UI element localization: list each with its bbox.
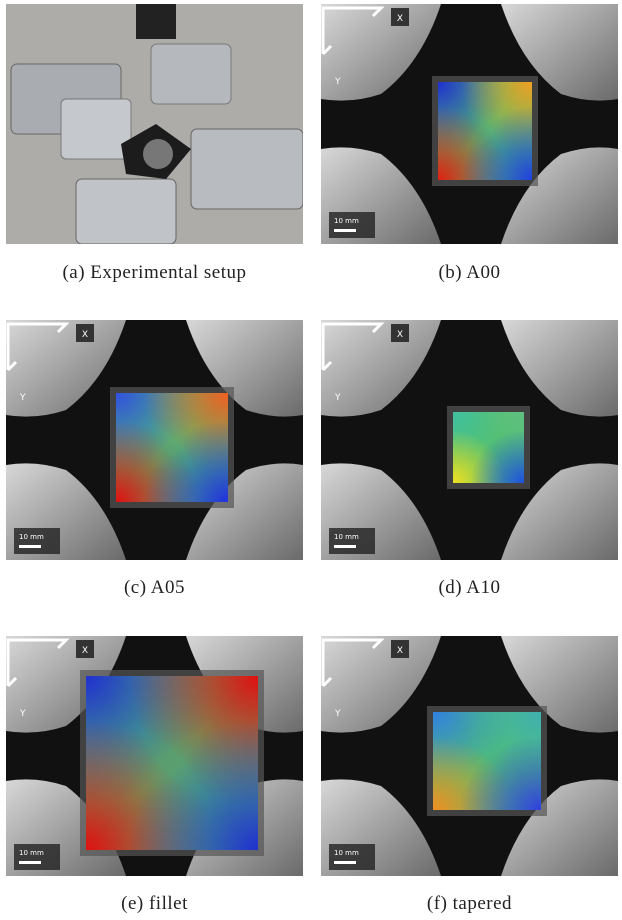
scale-box	[329, 212, 375, 238]
scale-box	[329, 528, 375, 554]
y-label: Y	[334, 393, 341, 403]
scale-bar	[334, 545, 356, 548]
panel-image: X Y 10 mm	[321, 636, 618, 876]
scale-box	[329, 844, 375, 870]
scale-label: 10 mm	[19, 533, 44, 541]
caption: (a) Experimental setup	[6, 262, 303, 284]
scale-bar	[334, 861, 356, 864]
panel-image: X Y 10 mm	[321, 320, 618, 560]
caption: (f) tapered	[321, 893, 618, 915]
image: X Y 10 mm	[321, 320, 618, 560]
y-label: Y	[19, 709, 26, 719]
x-label: X	[82, 646, 88, 656]
figure-page: (a) Experimental setup X Y 10 mm (b) A00	[0, 0, 622, 920]
strain-field-layer	[438, 82, 532, 180]
block	[76, 179, 176, 244]
block	[61, 99, 131, 159]
scale-label: 10 mm	[334, 849, 359, 857]
x-label: X	[397, 646, 403, 656]
image: X Y 10 mm	[321, 4, 618, 244]
y-label: Y	[19, 393, 26, 403]
caption: (e) fillet	[6, 893, 303, 915]
scale-label: 10 mm	[334, 533, 359, 541]
caption: (d) A10	[321, 577, 618, 599]
scale-bar	[334, 229, 356, 232]
block	[151, 44, 231, 104]
x-label: X	[397, 330, 403, 340]
panel-image: X Y 10 mm	[321, 4, 618, 244]
image: X Y 10 mm	[321, 636, 618, 876]
y-label: Y	[334, 709, 341, 719]
camera	[136, 4, 176, 39]
image	[6, 4, 303, 244]
x-label: X	[82, 330, 88, 340]
strain-field-layer	[86, 676, 258, 850]
panel-image: X Y 10 mm	[6, 636, 303, 876]
scale-bar	[19, 545, 41, 548]
strain-field-layer	[453, 412, 524, 483]
speckle-area	[143, 139, 173, 169]
strain-field-layer	[433, 712, 541, 810]
x-label: X	[397, 14, 403, 24]
y-label: Y	[334, 77, 341, 87]
image: X Y 10 mm	[6, 320, 303, 560]
scale-label: 10 mm	[19, 849, 44, 857]
panel-image	[6, 4, 303, 244]
caption: (c) A05	[6, 577, 303, 599]
scale-box	[14, 844, 60, 870]
scale-box	[14, 528, 60, 554]
panel-image: X Y 10 mm	[6, 320, 303, 560]
scale-bar	[19, 861, 41, 864]
caption: (b) A00	[321, 262, 618, 284]
image: X Y 10 mm	[6, 636, 303, 876]
block	[191, 129, 303, 209]
strain-field-layer	[116, 393, 228, 502]
scale-label: 10 mm	[334, 217, 359, 225]
